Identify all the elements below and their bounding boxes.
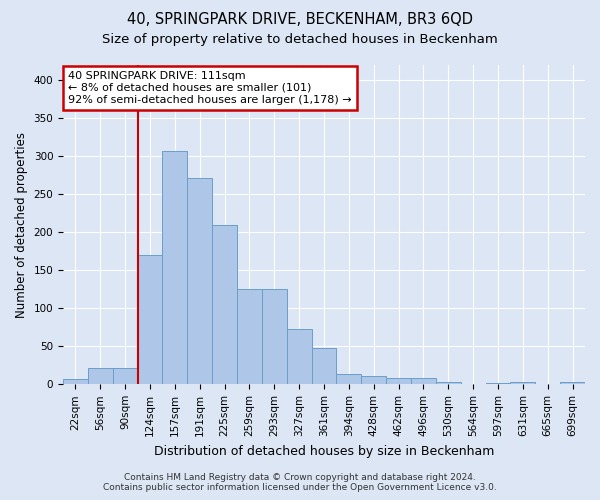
Bar (63, 379, 88, 384)
Bar (113, 368, 137, 384)
Text: 40, SPRINGPARK DRIVE, BECKENHAM, BR3 6QD: 40, SPRINGPARK DRIVE, BECKENHAM, BR3 6QD (127, 12, 473, 28)
Bar (436, 382, 461, 384)
Bar (287, 329, 311, 384)
Bar (361, 376, 386, 384)
Bar (262, 290, 287, 384)
Text: 40 SPRINGPARK DRIVE: 111sqm
← 8% of detached houses are smaller (101)
92% of sem: 40 SPRINGPARK DRIVE: 111sqm ← 8% of deta… (68, 72, 352, 104)
Bar (386, 378, 411, 384)
Bar (311, 348, 337, 385)
Bar (560, 382, 585, 384)
Bar (337, 374, 361, 384)
Bar (88, 368, 113, 384)
Bar (411, 378, 436, 384)
Bar (187, 178, 212, 384)
Bar (237, 290, 262, 384)
Bar (485, 383, 511, 384)
Bar (212, 224, 237, 384)
X-axis label: Distribution of detached houses by size in Beckenham: Distribution of detached houses by size … (154, 444, 494, 458)
Text: Size of property relative to detached houses in Beckenham: Size of property relative to detached ho… (102, 32, 498, 46)
Bar (137, 255, 163, 384)
Y-axis label: Number of detached properties: Number of detached properties (15, 132, 28, 318)
Bar (163, 151, 187, 384)
Bar (511, 382, 535, 384)
Text: Contains HM Land Registry data © Crown copyright and database right 2024.
Contai: Contains HM Land Registry data © Crown c… (103, 473, 497, 492)
